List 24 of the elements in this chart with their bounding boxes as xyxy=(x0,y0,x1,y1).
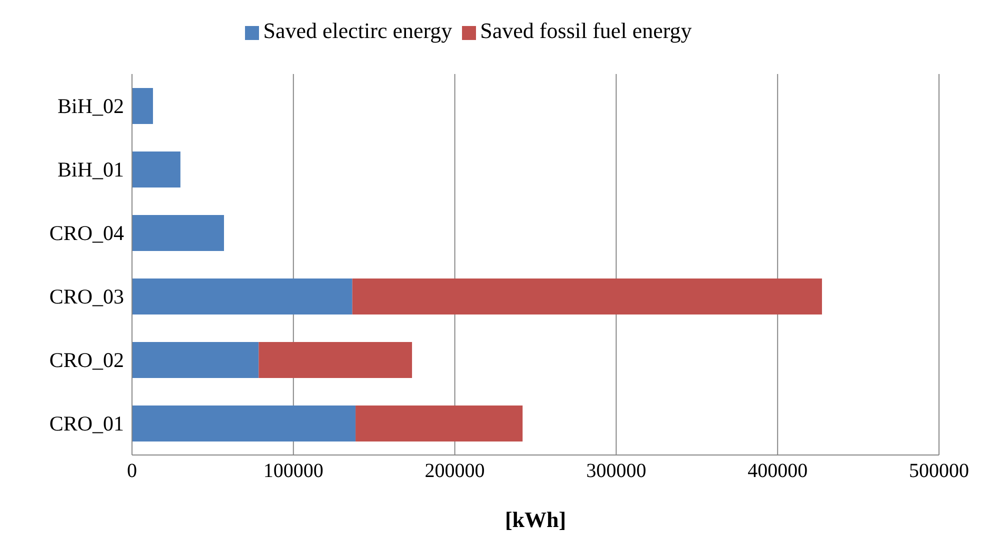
legend-label: Saved fossil fuel energy xyxy=(480,18,692,43)
legend-label: Saved electirc energy xyxy=(263,18,452,43)
x-tick-label: 400000 xyxy=(748,460,808,482)
y-tick-label: CRO_01 xyxy=(49,412,124,436)
x-tick-label: 200000 xyxy=(424,460,485,482)
y-tick-label: CRO_02 xyxy=(49,348,124,372)
bar xyxy=(132,406,356,442)
bar xyxy=(132,278,352,314)
y-tick-label: CRO_04 xyxy=(49,221,124,246)
bar xyxy=(356,406,523,442)
y-tick-label: CRO_03 xyxy=(49,284,124,309)
x-tick-label: 100000 xyxy=(263,460,324,482)
x-tick-label: 500000 xyxy=(909,460,969,482)
y-tick-label: BiH_02 xyxy=(57,94,124,118)
x-tick-label: 300000 xyxy=(586,460,646,482)
bar xyxy=(132,215,224,251)
bar xyxy=(352,278,822,314)
bar xyxy=(132,88,153,124)
x-tick-label: 0 xyxy=(127,460,137,482)
bar xyxy=(132,152,180,188)
bar xyxy=(258,342,412,378)
x-axis-title: [kWh] xyxy=(504,507,566,532)
y-tick-label: BiH_01 xyxy=(57,158,124,182)
bar xyxy=(132,342,259,378)
